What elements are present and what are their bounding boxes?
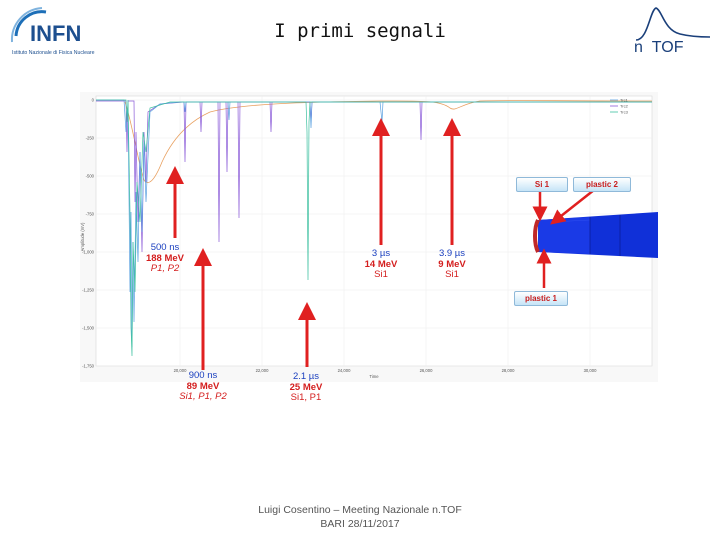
annotation-energy: 25 MeV (289, 381, 323, 393)
trace-green (96, 99, 652, 357)
label-plastic1: plastic 1 (514, 291, 568, 306)
legend-trc2: Trc2 (620, 104, 629, 109)
x-tick-label: 28,000 (502, 368, 515, 373)
annotation-3-9us: 3.9 µs 9 MeV Si1 (424, 248, 480, 281)
y-tick-label: -1,500 (82, 326, 95, 331)
annotation-time: 900 ns (188, 370, 218, 381)
infn-logo-subtitle: Istituto Nazionale di Fisica Nucleare (12, 50, 95, 56)
annotation-particles: Si1 (374, 269, 388, 280)
legend-trc1: Trc1 (620, 98, 629, 103)
footer-author: Luigi Cosentino – Meeting Nazionale n.TO… (258, 504, 462, 516)
annotation-particles: Si1, P1, P2 (179, 391, 227, 402)
y-axis-label: Amplitude (mV) (80, 222, 85, 251)
infn-logo: INFN Istituto Nazionale di Fisica Nuclea… (10, 7, 95, 56)
y-tick-label: -750 (86, 212, 95, 217)
ntof-logo-text: n_TOF (634, 39, 684, 54)
annotation-energy: 9 MeV (438, 258, 466, 270)
annotation-time: 2.1 µs (292, 371, 320, 382)
x-tick-label: 24,000 (338, 368, 351, 373)
slide-title: I primi segnali (274, 20, 446, 42)
x-tick-label: 20,000 (174, 368, 187, 373)
legend-trc3: Trc3 (620, 110, 629, 115)
trace-blue (96, 99, 652, 348)
annotation-time: 3.9 µs (438, 248, 466, 259)
annotation-particles: P1, P2 (150, 263, 180, 274)
annotation-energy: 89 MeV (186, 380, 220, 392)
trace-orange (124, 100, 653, 183)
detector-schematic (532, 189, 658, 288)
annotation-900ns: 900 ns 89 MeV Si1, P1, P2 (166, 370, 240, 403)
annotation-time: 500 ns (150, 242, 180, 253)
label-si1: Si 1 (516, 177, 568, 192)
plot-legend: Trc1 Trc2 Trc3 (610, 98, 629, 115)
ntof-logo: n_TOF (634, 7, 711, 54)
annotation-2-1us: 2.1 µs 25 MeV Si1, P1 (276, 371, 336, 404)
y-tick-label: -1,000 (82, 250, 95, 255)
label-plastic2: plastic 2 (573, 177, 631, 192)
y-tick-label: 0 (92, 98, 95, 103)
y-tick-label: -500 (86, 174, 95, 179)
annotation-energy: 188 MeV (145, 252, 185, 264)
y-tick-label: -250 (86, 136, 95, 141)
slide-footer: Luigi Cosentino – Meeting Nazionale n.TO… (0, 503, 720, 531)
y-tick-label: -1,750 (82, 364, 95, 369)
annotation-particles: Si1, P1 (290, 392, 322, 403)
annotation-energy: 14 MeV (364, 258, 398, 270)
x-tick-label: 26,000 (420, 368, 433, 373)
x-axis-label: Time (369, 374, 379, 379)
annotation-particles: Si1 (445, 269, 459, 280)
infn-logo-text: INFN (30, 21, 81, 46)
footer-date: BARI 28/11/2017 (320, 518, 400, 530)
x-tick-label: 22,000 (256, 368, 269, 373)
annotation-time: 3 µs (371, 248, 391, 259)
annotation-500ns: 500 ns 188 MeV P1, P2 (138, 242, 192, 275)
x-tick-label: 30,000 (584, 368, 597, 373)
si1-detector (533, 219, 540, 253)
annotation-3us: 3 µs 14 MeV Si1 (353, 248, 409, 281)
arrow-plastic2 (550, 189, 595, 225)
y-tick-label: -1,250 (82, 288, 95, 293)
